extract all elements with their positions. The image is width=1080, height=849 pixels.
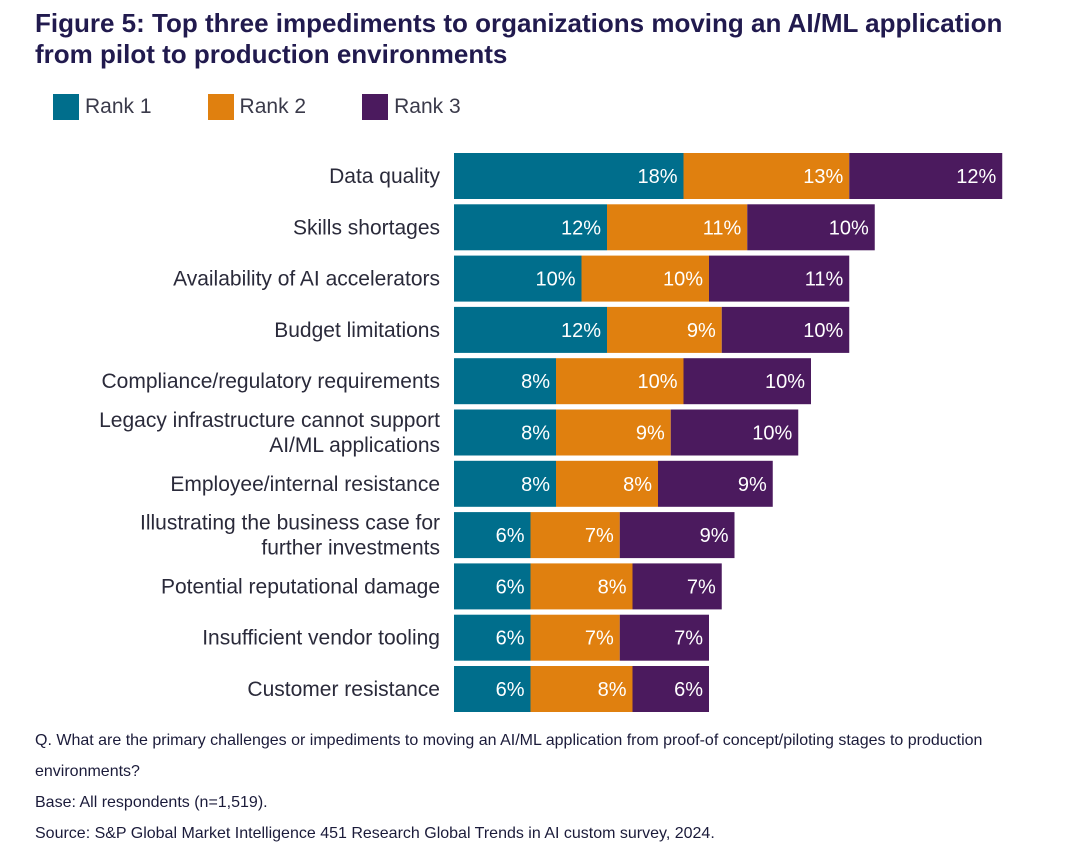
bar-potential-reputational-damage-rank-1	[454, 563, 531, 610]
category-label-legacy-infrastructure-cannot-support-ai-ml-applications: Legacy infrastructure cannot support AI/M…	[99, 409, 440, 457]
legend-label-rank-1: Rank 1	[85, 95, 152, 118]
data-label-skills-shortages-rank-3: 10%	[829, 217, 869, 239]
data-label-employee-internal-resistance-rank-1: 8%	[521, 474, 550, 496]
category-label-customer-resistance: Customer resistance	[247, 678, 440, 701]
legend-swatch-rank-1	[53, 94, 79, 120]
data-label-customer-resistance-rank-2: 8%	[598, 679, 627, 701]
data-label-legacy-infrastructure-cannot-support-ai-ml-applications-rank-2: 9%	[636, 423, 665, 445]
data-label-insufficient-vendor-tooling-rank-1: 6%	[496, 628, 525, 650]
chart-title: Figure 5: Top three impediments to organ…	[35, 8, 1003, 69]
bar-skills-shortages-rank-1	[454, 204, 607, 251]
bar-employee-internal-resistance-rank-3	[658, 460, 773, 507]
data-label-budget-limitations-rank-2: 9%	[687, 320, 716, 342]
bar-insufficient-vendor-tooling-rank-3	[619, 614, 709, 661]
bar-employee-internal-resistance-rank-1	[454, 460, 556, 507]
category-label-data-quality: Data quality	[329, 165, 440, 188]
bar-employee-internal-resistance-rank-2	[556, 460, 658, 507]
data-label-compliance-regulatory-requirements-rank-1: 8%	[521, 371, 550, 393]
bar-availability-of-ai-accelerators-rank-1	[454, 255, 582, 302]
category-label-illustrating-the-business-case-for-further-investments: Illustrating the business case for furthe…	[140, 512, 440, 560]
category-label-potential-reputational-damage: Potential reputational damage	[161, 575, 440, 598]
category-label-employee-internal-resistance: Employee/internal resistance	[170, 473, 440, 496]
bar-skills-shortages-rank-2	[607, 204, 748, 251]
data-label-data-quality-rank-3: 12%	[956, 166, 996, 188]
bar-potential-reputational-damage-rank-3	[632, 563, 722, 610]
bar-insufficient-vendor-tooling-rank-1	[454, 614, 531, 661]
data-label-insufficient-vendor-tooling-rank-2: 7%	[585, 628, 614, 650]
bar-data-quality-rank-1	[454, 153, 684, 199]
bar-illustrating-the-business-case-for-further-investments-rank-1	[454, 512, 531, 559]
bar-compliance-regulatory-requirements-rank-3	[683, 358, 811, 405]
data-label-availability-of-ai-accelerators-rank-1: 10%	[535, 269, 575, 291]
category-label-budget-limitations: Budget limitations	[274, 319, 440, 342]
data-label-skills-shortages-rank-2: 11%	[703, 217, 742, 239]
data-label-employee-internal-resistance-rank-3: 9%	[738, 474, 767, 496]
data-label-customer-resistance-rank-1: 6%	[496, 679, 525, 701]
survey-question: Q. What are the primary challenges or im…	[35, 732, 983, 780]
category-label-availability-of-ai-accelerators: Availability of AI accelerators	[173, 268, 440, 291]
data-label-potential-reputational-damage-rank-3: 7%	[687, 576, 716, 598]
data-label-availability-of-ai-accelerators-rank-3: 11%	[805, 269, 844, 291]
bar-budget-limitations-rank-3	[721, 306, 850, 353]
bar-legacy-infrastructure-cannot-support-ai-ml-applications-rank-2	[556, 409, 671, 456]
bar-legacy-infrastructure-cannot-support-ai-ml-applications-rank-1	[454, 409, 556, 456]
bar-skills-shortages-rank-3	[747, 204, 875, 251]
legend-swatch-rank-3	[362, 94, 389, 120]
bar-legacy-infrastructure-cannot-support-ai-ml-applications-rank-3	[670, 409, 799, 456]
survey-base: Base: All respondents (n=1,519).	[35, 794, 268, 811]
data-label-insufficient-vendor-tooling-rank-3: 7%	[674, 628, 703, 650]
bar-availability-of-ai-accelerators-rank-3	[709, 255, 850, 302]
chart-notes: Q. What are the primary challenges or im…	[35, 725, 1065, 849]
data-label-compliance-regulatory-requirements-rank-2: 10%	[637, 371, 677, 393]
category-label-compliance-regulatory-requirements: Compliance/regulatory requirements	[102, 370, 441, 393]
bar-insufficient-vendor-tooling-rank-2	[530, 614, 620, 661]
bar-compliance-regulatory-requirements-rank-2	[556, 358, 684, 405]
data-label-potential-reputational-damage-rank-2: 8%	[598, 576, 627, 598]
legend-label-rank-3: Rank 3	[394, 95, 461, 118]
data-label-availability-of-ai-accelerators-rank-2: 10%	[663, 269, 703, 291]
data-label-skills-shortages-rank-1: 12%	[561, 217, 601, 239]
bar-customer-resistance-rank-3	[632, 666, 709, 712]
data-label-data-quality-rank-2: 13%	[803, 166, 843, 188]
legend-swatch-rank-2	[207, 94, 234, 120]
data-label-budget-limitations-rank-3: 10%	[803, 320, 843, 342]
category-label-insufficient-vendor-tooling: Insufficient vendor tooling	[202, 627, 440, 650]
chart-legend: Rank 1 Rank 2 Rank 3	[53, 92, 517, 122]
data-label-compliance-regulatory-requirements-rank-3: 10%	[765, 371, 805, 393]
data-label-legacy-infrastructure-cannot-support-ai-ml-applications-rank-1: 8%	[521, 423, 550, 445]
survey-source: Source: S&P Global Market Intelligence 4…	[35, 825, 715, 842]
data-label-illustrating-the-business-case-for-further-investments-rank-1: 6%	[496, 525, 525, 547]
bar-potential-reputational-damage-rank-2	[530, 563, 633, 610]
stacked-bar-chart: Data quality 18% 13% 12% Skills shortages 12%…	[99, 153, 1003, 712]
bar-illustrating-the-business-case-for-further-investments-rank-2	[530, 512, 620, 559]
data-label-illustrating-the-business-case-for-further-investments-rank-3: 9%	[700, 525, 729, 547]
bar-compliance-regulatory-requirements-rank-1	[454, 358, 556, 405]
legend-item-rank-2: Rank 2	[207, 94, 307, 120]
bar-illustrating-the-business-case-for-further-investments-rank-3	[619, 512, 735, 559]
bar-availability-of-ai-accelerators-rank-2	[581, 255, 709, 302]
data-label-budget-limitations-rank-1: 12%	[561, 320, 601, 342]
bar-budget-limitations-rank-2	[607, 306, 722, 353]
data-label-employee-internal-resistance-rank-2: 8%	[623, 474, 652, 496]
data-label-legacy-infrastructure-cannot-support-ai-ml-applications-rank-3: 10%	[752, 423, 792, 445]
data-label-customer-resistance-rank-3: 6%	[674, 679, 703, 701]
legend-label-rank-2: Rank 2	[239, 95, 307, 118]
bar-customer-resistance-rank-1	[454, 666, 531, 712]
data-label-illustrating-the-business-case-for-further-investments-rank-2: 7%	[585, 525, 614, 547]
bar-customer-resistance-rank-2	[530, 666, 633, 712]
legend-item-rank-3: Rank 3	[362, 94, 461, 120]
bar-data-quality-rank-3	[849, 153, 1003, 199]
bar-budget-limitations-rank-1	[454, 306, 607, 353]
bar-data-quality-rank-2	[683, 153, 850, 199]
data-label-data-quality-rank-1: 18%	[637, 166, 677, 188]
category-label-skills-shortages: Skills shortages	[293, 216, 440, 239]
data-label-potential-reputational-damage-rank-1: 6%	[496, 576, 525, 598]
legend-item-rank-1: Rank 1	[53, 94, 152, 120]
